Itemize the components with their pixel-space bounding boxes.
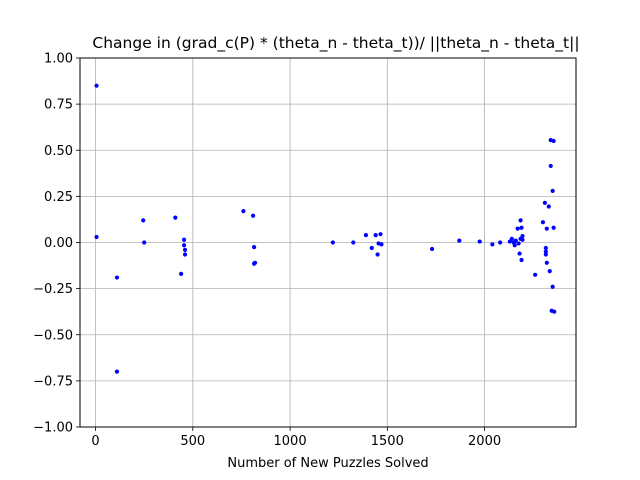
data-point bbox=[543, 245, 548, 251]
data-point bbox=[519, 225, 524, 230]
data-point bbox=[547, 268, 552, 274]
data-point bbox=[142, 240, 147, 245]
data-point bbox=[363, 233, 369, 238]
data-point bbox=[141, 218, 146, 223]
data-point bbox=[520, 233, 525, 239]
data-point bbox=[375, 252, 380, 257]
data-point bbox=[173, 215, 178, 220]
data-point bbox=[251, 245, 257, 250]
data-point bbox=[542, 200, 547, 205]
data-point bbox=[550, 284, 555, 289]
data-point bbox=[179, 271, 184, 276]
data-point bbox=[552, 309, 557, 314]
data-point bbox=[544, 260, 549, 265]
data-point bbox=[369, 245, 374, 251]
data-point bbox=[550, 188, 555, 193]
data-point bbox=[540, 220, 546, 225]
data-point bbox=[457, 238, 462, 243]
data-point bbox=[182, 247, 188, 252]
y-tick-label: 1.00 bbox=[44, 52, 73, 67]
data-point bbox=[181, 237, 187, 242]
x-tick-label: 0 bbox=[91, 434, 99, 449]
data-point bbox=[351, 240, 356, 245]
ticks-layer: 0 500 1000 1500 2000 −1.00 −0.75 −0.50 −0.25 0.00… bbox=[33, 52, 501, 450]
data-point bbox=[182, 252, 188, 257]
data-point bbox=[114, 369, 120, 374]
data-point bbox=[548, 163, 553, 169]
data-point bbox=[373, 233, 378, 238]
data-point bbox=[509, 236, 514, 241]
data-point bbox=[543, 252, 548, 257]
y-tick-label: 0.75 bbox=[44, 98, 73, 113]
y-tick-label: 0.25 bbox=[44, 190, 73, 205]
data-point bbox=[520, 237, 525, 242]
data-point bbox=[94, 234, 99, 240]
data-point bbox=[516, 241, 521, 246]
data-point bbox=[94, 83, 99, 88]
data-point bbox=[518, 218, 523, 223]
data-point bbox=[533, 272, 538, 277]
data-point bbox=[330, 240, 335, 245]
data-point bbox=[546, 204, 551, 209]
y-tick-label: −0.75 bbox=[33, 374, 73, 389]
data-point bbox=[114, 275, 120, 280]
x-axis-label: Number of New Puzzles Solved bbox=[227, 456, 428, 471]
data-point bbox=[519, 257, 524, 263]
data-point bbox=[515, 226, 520, 231]
x-tick-label: 2000 bbox=[468, 434, 501, 449]
data-point bbox=[181, 243, 187, 248]
data-point bbox=[429, 246, 435, 252]
y-tick-label: −0.25 bbox=[33, 282, 73, 297]
x-tick-label: 1500 bbox=[371, 434, 404, 449]
y-tick-label: −0.50 bbox=[33, 328, 73, 343]
data-point bbox=[379, 242, 384, 247]
data-point bbox=[477, 239, 482, 244]
data-point bbox=[517, 251, 522, 256]
data-point bbox=[551, 225, 556, 230]
data-point bbox=[490, 242, 495, 247]
data-point bbox=[241, 209, 246, 214]
data-point bbox=[551, 138, 556, 144]
y-tick-label: −1.00 bbox=[33, 421, 73, 436]
chart-title: Change in (grad_c(P) * (theta_n - theta_… bbox=[92, 34, 579, 53]
points-layer bbox=[94, 83, 557, 374]
x-tick-label: 500 bbox=[180, 434, 205, 449]
data-point bbox=[251, 213, 256, 218]
data-point bbox=[513, 238, 518, 243]
data-point bbox=[498, 240, 503, 245]
data-point bbox=[544, 226, 549, 231]
data-point bbox=[252, 260, 258, 265]
data-point bbox=[512, 243, 517, 248]
y-tick-label: 0.50 bbox=[44, 144, 73, 159]
data-point bbox=[378, 232, 383, 237]
y-tick-label: 0.00 bbox=[44, 236, 73, 251]
x-tick-label: 1000 bbox=[274, 434, 307, 449]
